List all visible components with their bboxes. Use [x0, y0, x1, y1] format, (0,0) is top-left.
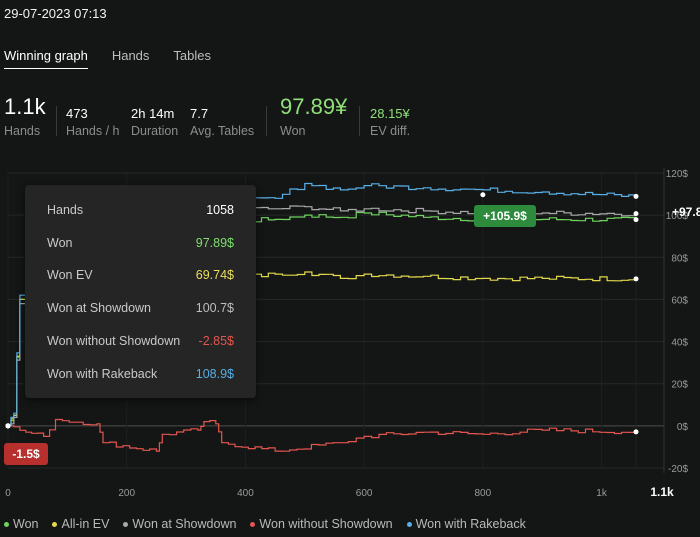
y-tick-label: 100$	[666, 211, 689, 222]
tooltip-label: Won EV	[47, 268, 93, 282]
stat-duration-label: Duration	[131, 124, 179, 138]
chart-tooltip: Hands 1058 Won 97.89$ Won EV 69.74$ Won …	[25, 185, 256, 398]
y-tick-label: 20$	[671, 380, 688, 391]
stat-won-value: 97.89¥	[280, 94, 348, 119]
stat-divider	[266, 106, 267, 136]
session-stats: 1.1k Hands 473 Hands / h 2h 14m Duration…	[4, 94, 700, 142]
chart-legend: Won All-in EV Won at Showdown Won withou…	[4, 517, 526, 531]
legend-dot-icon	[406, 521, 412, 527]
tooltip-label: Won at Showdown	[47, 301, 151, 315]
series-start-point	[5, 423, 11, 429]
x-tick-label: 400	[237, 488, 254, 499]
stat-ev-diff: 28.15¥ EV diff.	[370, 94, 410, 138]
series-won-without-showdown	[8, 418, 637, 452]
x-tick-label: 200	[118, 488, 135, 499]
stat-ev-diff-value: 28.15¥	[370, 106, 410, 121]
end-value-label: +97.8	[672, 205, 700, 219]
tooltip-row: Hands 1058	[47, 203, 234, 217]
tooltip-value: 108.9$	[195, 367, 234, 381]
tooltip-value: 69.74$	[195, 268, 234, 282]
stat-divider	[56, 106, 57, 136]
tooltip-row: Won EV 69.74$	[47, 268, 234, 282]
series-end-point	[633, 211, 639, 217]
tooltip-label: Hands	[47, 203, 84, 217]
tooltip-label: Won with Rakeback	[47, 367, 158, 381]
tooltip-label: Won	[47, 236, 73, 250]
tab-tables[interactable]: Tables	[173, 48, 211, 63]
legend-dot-icon	[52, 521, 58, 527]
tooltip-row: Won with Rakeback 108.9$	[47, 367, 234, 381]
tab-winning-graph[interactable]: Winning graph	[4, 48, 88, 69]
max-value-badge: +105.9$	[483, 209, 527, 223]
legend-item-won-at-showdown[interactable]: Won at Showdown	[123, 517, 236, 531]
legend-label: All-in EV	[61, 517, 110, 531]
legend-dot-icon	[4, 521, 9, 527]
max-point-marker	[480, 192, 486, 198]
y-tick-label: 120$	[666, 169, 689, 180]
y-tick-label: 60$	[671, 295, 688, 306]
chart-axes: 120$ 100$ 80$ 60$ 40$ 20$ 0$ -20$ 0 200 400 600 800 1…	[5, 168, 688, 499]
legend-dot-icon	[123, 521, 129, 527]
tooltip-row: Won without Showdown -2.85$	[47, 334, 234, 348]
x-tick-label: 0	[5, 488, 11, 499]
max-value-badge-bg	[474, 205, 536, 227]
tooltip-row: Won 97.89$	[47, 236, 234, 250]
stat-won-label: Won	[280, 124, 306, 138]
tooltip-value: -2.85$	[198, 334, 234, 348]
x-tick-label: 600	[356, 488, 373, 499]
x-tick-label: 1k	[596, 488, 608, 499]
series-end-point	[633, 429, 639, 435]
series-end-point	[633, 193, 639, 199]
tooltip-value: 1058	[206, 203, 234, 217]
stat-ev-diff-label: EV diff.	[370, 124, 411, 138]
y-tick-label: 80$	[671, 253, 688, 264]
tooltip-label: Won without Showdown	[47, 334, 181, 348]
legend-label: Won at Showdown	[132, 517, 237, 531]
min-value-badge: -1.5$	[12, 447, 40, 461]
tooltip-value: 100.7$	[195, 301, 234, 315]
stat-hands-label: Hands	[4, 124, 41, 138]
stat-hands: 1.1k Hands	[4, 94, 46, 138]
series-end-point	[633, 217, 639, 223]
legend-dot-icon	[250, 521, 256, 527]
stat-avg-tables: 7.7 Avg. Tables	[190, 94, 254, 138]
legend-label: Won without Showdown	[259, 517, 393, 531]
view-tabs: Winning graph Hands Tables	[4, 48, 211, 69]
stat-avg-tables-value: 7.7	[190, 106, 209, 121]
legend-item-won[interactable]: Won	[4, 517, 38, 531]
stat-hands-per-hour-value: 473	[66, 106, 88, 121]
legend-item-won-with-rakeback[interactable]: Won with Rakeback	[406, 517, 526, 531]
legend-label: Won	[13, 517, 39, 531]
chart-markers: +105.9$ -1.5$ +97.8	[4, 205, 700, 465]
legend-label: Won with Rakeback	[415, 517, 526, 531]
y-tick-label: 40$	[671, 338, 688, 349]
stat-duration: 2h 14m Duration	[131, 94, 178, 138]
stat-hands-value: 1.1k	[4, 94, 46, 119]
series-end-point	[633, 276, 639, 282]
stat-hands-per-hour-label: Hands / h	[66, 124, 120, 138]
legend-item-won-without-showdown[interactable]: Won without Showdown	[250, 517, 393, 531]
legend-item-all-in-ev[interactable]: All-in EV	[52, 517, 109, 531]
tooltip-row: Won at Showdown 100.7$	[47, 301, 234, 315]
tooltip-value: 97.89$	[195, 236, 234, 250]
stat-divider	[359, 106, 360, 136]
y-tick-label: 0$	[677, 422, 689, 433]
x-tick-label: 1.1k	[650, 485, 674, 499]
stat-won: 97.89¥ Won	[280, 94, 348, 138]
x-tick-label: 800	[475, 488, 492, 499]
y-tick-label: -20$	[668, 464, 688, 475]
stat-avg-tables-label: Avg. Tables	[190, 124, 255, 138]
tab-hands[interactable]: Hands	[111, 48, 150, 63]
min-value-badge-bg	[4, 443, 48, 465]
session-datetime: 29-07-2023 07:13	[4, 6, 107, 21]
stat-hands-per-hour: 473 Hands / h	[66, 94, 120, 138]
stat-duration-value: 2h 14m	[131, 106, 175, 121]
